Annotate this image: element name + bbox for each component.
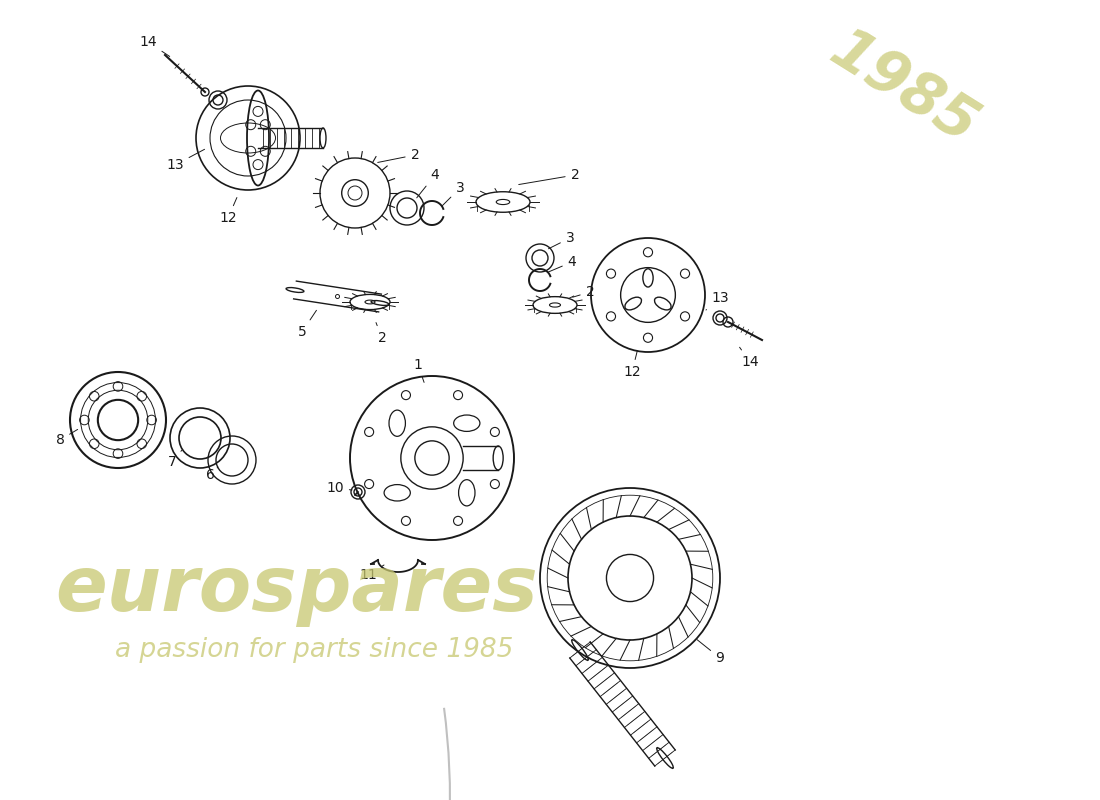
Text: 3: 3: [549, 231, 574, 249]
Text: 2: 2: [377, 148, 419, 162]
Text: 11: 11: [359, 565, 384, 582]
Text: 14: 14: [140, 35, 169, 57]
Text: 13: 13: [706, 291, 729, 310]
Text: 1985: 1985: [820, 21, 988, 155]
Text: 1: 1: [414, 358, 425, 382]
Text: a passion for parts since 1985: a passion for parts since 1985: [116, 637, 514, 663]
Text: eurospares: eurospares: [55, 553, 538, 627]
Text: 13: 13: [166, 150, 205, 172]
Text: 5: 5: [298, 310, 317, 339]
Text: 6: 6: [206, 467, 218, 482]
Text: 14: 14: [739, 347, 759, 369]
Text: 12: 12: [624, 350, 641, 379]
Text: 7: 7: [167, 450, 182, 469]
Text: 4: 4: [417, 168, 439, 198]
Text: 3: 3: [442, 181, 464, 206]
Text: 4: 4: [549, 255, 576, 272]
Text: 12: 12: [219, 198, 236, 225]
Text: 2: 2: [519, 168, 580, 185]
Text: 9: 9: [697, 640, 725, 665]
Text: 2: 2: [573, 285, 594, 299]
Text: 2: 2: [376, 322, 386, 345]
Text: 8: 8: [56, 430, 78, 447]
Text: 10: 10: [327, 481, 352, 495]
